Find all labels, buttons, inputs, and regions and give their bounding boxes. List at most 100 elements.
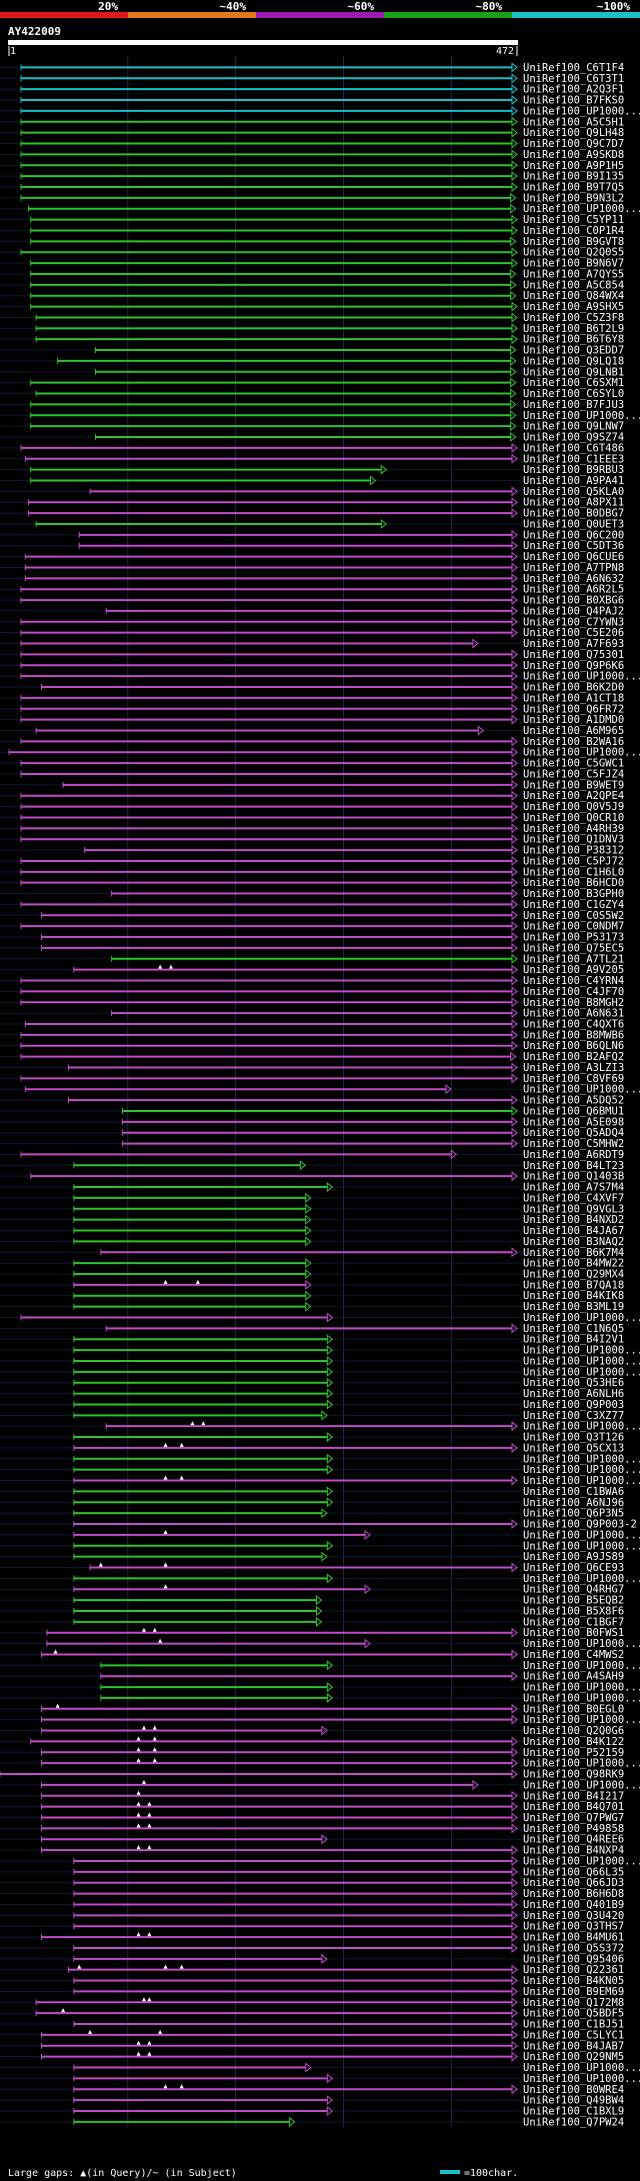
row-label[interactable]: UniRef100_B4I217	[523, 1790, 624, 1802]
row-label[interactable]: UniRef100_A5C5H1	[523, 116, 624, 128]
row-label[interactable]: UniRef100_Q9P003	[523, 1399, 624, 1411]
row-label[interactable]: UniRef100_Q53HE6	[523, 1377, 624, 1389]
row-label[interactable]: UniRef100_Q66JD3	[523, 1877, 624, 1889]
row-label[interactable]: UniRef100_B7QA18	[523, 1279, 624, 1291]
row-label[interactable]: UniRef100_C6T486	[523, 442, 624, 454]
row-label[interactable]: UniRef100_A6NJ96	[523, 1497, 624, 1509]
row-label[interactable]: UniRef100_A9SKD8	[523, 149, 624, 161]
row-label[interactable]: UniRef100_C1H6L0	[523, 866, 624, 878]
row-label[interactable]: UniRef100_C0P1R4	[523, 225, 624, 237]
row-label[interactable]: UniRef100_A9PA41	[523, 475, 624, 487]
row-label[interactable]: UniRef100_B4MW22	[523, 1258, 624, 1270]
row-label[interactable]: UniRef100_Q3EDD7	[523, 345, 624, 357]
row-label[interactable]: UniRef100_C5FJZ4	[523, 768, 624, 780]
row-label[interactable]: UniRef100_A9V205	[523, 964, 624, 976]
row-label[interactable]: UniRef100_B4Q701	[523, 1801, 624, 1813]
row-label[interactable]: UniRef100_UP1000...	[523, 1475, 640, 1487]
row-label[interactable]: UniRef100_Q5KLA0	[523, 486, 624, 498]
row-label[interactable]: UniRef100_A6N632	[523, 573, 624, 585]
row-label[interactable]: UniRef100_UP1000...	[523, 203, 640, 215]
row-label[interactable]: UniRef100_B0WRE4	[523, 2084, 624, 2096]
row-label[interactable]: UniRef100_Q9VGL3	[523, 1203, 624, 1215]
row-label[interactable]: UniRef100_B7FKS0	[523, 95, 624, 107]
row-label[interactable]: UniRef100_Q1403B	[523, 1171, 624, 1183]
row-label[interactable]: UniRef100_B5EQB2	[523, 1595, 624, 1607]
row-label[interactable]: UniRef100_C5LYC1	[523, 2029, 624, 2041]
row-label[interactable]: UniRef100_Q7PW24	[523, 2116, 624, 2128]
row-label[interactable]: UniRef100_A9SHX5	[523, 301, 624, 313]
row-label[interactable]: UniRef100_B9GVT8	[523, 236, 624, 248]
row-label[interactable]: UniRef100_UP1000...	[523, 1453, 640, 1465]
row-label[interactable]: UniRef100_C1BWA6	[523, 1486, 624, 1498]
row-label[interactable]: UniRef100_UP1000...	[523, 1540, 640, 1552]
row-label[interactable]: UniRef100_Q9SZ74	[523, 432, 624, 444]
row-label[interactable]: UniRef100_C0NDM7	[523, 921, 624, 933]
row-label[interactable]: UniRef100_UP1000...	[523, 1758, 640, 1770]
row-label[interactable]: UniRef100_A6M965	[523, 725, 624, 737]
row-label[interactable]: UniRef100_A8PX11	[523, 497, 624, 509]
row-label[interactable]: UniRef100_P52159	[523, 1747, 624, 1759]
row-label[interactable]: UniRef100_B9N3L2	[523, 192, 624, 204]
row-label[interactable]: UniRef100_B4I2V1	[523, 1334, 624, 1346]
row-label[interactable]: UniRef100_P49858	[523, 1823, 624, 1835]
row-label[interactable]: UniRef100_UP1000...	[523, 1345, 640, 1357]
row-label[interactable]: UniRef100_B4K122	[523, 1736, 624, 1748]
row-label[interactable]: UniRef100_UP1000...	[523, 1355, 640, 1367]
row-label[interactable]: UniRef100_UP1000...	[523, 1573, 640, 1585]
row-label[interactable]: UniRef100_Q1DNV3	[523, 834, 624, 846]
row-label[interactable]: UniRef100_P53173	[523, 932, 624, 944]
row-label[interactable]: UniRef100_Q4REE6	[523, 1834, 624, 1846]
row-label[interactable]: UniRef100_Q5BDF5	[523, 2008, 624, 2020]
row-label[interactable]: UniRef100_C4MWS2	[523, 1649, 624, 1661]
row-label[interactable]: UniRef100_Q98RK9	[523, 1769, 624, 1781]
row-label[interactable]: UniRef100_C6SXM1	[523, 377, 624, 389]
row-label[interactable]: UniRef100_Q29MX4	[523, 1269, 624, 1281]
row-label[interactable]: UniRef100_Q0UET3	[523, 518, 624, 530]
row-label[interactable]: UniRef100_UP1000...	[523, 671, 640, 683]
row-label[interactable]: UniRef100_B3GPH0	[523, 888, 624, 900]
row-label[interactable]: UniRef100_A1CT18	[523, 692, 624, 704]
row-label[interactable]: UniRef100_B9N6V7	[523, 258, 624, 270]
row-label[interactable]: UniRef100_A1DMD0	[523, 714, 624, 726]
row-label[interactable]: UniRef100_Q9LQ18	[523, 355, 624, 367]
row-label[interactable]: UniRef100_B8MWB6	[523, 1029, 624, 1041]
row-label[interactable]: UniRef100_B4NXD2	[523, 1214, 624, 1226]
row-label[interactable]: UniRef100_UP1000...	[523, 2073, 640, 2085]
row-label[interactable]: UniRef100_UP1000...	[523, 1312, 640, 1324]
row-label[interactable]: UniRef100_Q75EC5	[523, 942, 624, 954]
row-label[interactable]: UniRef100_Q29NM5	[523, 2051, 624, 2063]
row-label[interactable]: UniRef100_A6R2L5	[523, 584, 624, 596]
row-label[interactable]: UniRef100_UP1000...	[523, 1084, 640, 1096]
row-label[interactable]: UniRef100_C5PJ72	[523, 855, 624, 867]
row-label[interactable]: UniRef100_A7S7M4	[523, 1182, 624, 1194]
row-label[interactable]: UniRef100_UP1000...	[523, 1855, 640, 1867]
row-label[interactable]: UniRef100_C1N6Q5	[523, 1323, 624, 1335]
row-label[interactable]: UniRef100_Q6BMU1	[523, 1105, 624, 1117]
row-label[interactable]: UniRef100_Q5CX13	[523, 1442, 624, 1454]
row-label[interactable]: UniRef100_Q6CE93	[523, 1562, 624, 1574]
row-label[interactable]: UniRef100_B6HCD0	[523, 877, 624, 889]
row-label[interactable]: UniRef100_A5C854	[523, 279, 624, 291]
row-label[interactable]: UniRef100_B6T2L9	[523, 323, 624, 335]
row-label[interactable]: UniRef100_C1BGF7	[523, 1616, 624, 1628]
row-label[interactable]: UniRef100_B6T6Y8	[523, 334, 624, 346]
row-label[interactable]: UniRef100_UP1000...	[523, 1464, 640, 1476]
row-label[interactable]: UniRef100_Q3U420	[523, 1910, 624, 1922]
row-label[interactable]: UniRef100_A6NLH6	[523, 1388, 624, 1400]
row-label[interactable]: UniRef100_C1EEE3	[523, 453, 624, 465]
row-label[interactable]: UniRef100_A9JS89	[523, 1551, 624, 1563]
row-label[interactable]: UniRef100_B0FWS1	[523, 1627, 624, 1639]
row-label[interactable]: UniRef100_A9P1H5	[523, 160, 624, 172]
row-label[interactable]: UniRef100_C5GWC1	[523, 758, 624, 770]
row-label[interactable]: UniRef100_Q6C200	[523, 529, 624, 541]
row-label[interactable]: UniRef100_B2AFQ2	[523, 1051, 624, 1063]
row-label[interactable]: UniRef100_Q9LNW7	[523, 421, 624, 433]
row-label[interactable]: UniRef100_C1BJ51	[523, 2019, 624, 2031]
row-label[interactable]: UniRef100_C4QXT6	[523, 1018, 624, 1030]
row-label[interactable]: UniRef100_Q84WX4	[523, 290, 624, 302]
row-label[interactable]: UniRef100_C8VF69	[523, 1073, 624, 1085]
row-label[interactable]: UniRef100_A2QPE4	[523, 790, 624, 802]
row-label[interactable]: UniRef100_UP1000...	[523, 1714, 640, 1726]
row-label[interactable]: UniRef100_A5DQ52	[523, 1095, 624, 1107]
row-label[interactable]: UniRef100_B9WET9	[523, 779, 624, 791]
